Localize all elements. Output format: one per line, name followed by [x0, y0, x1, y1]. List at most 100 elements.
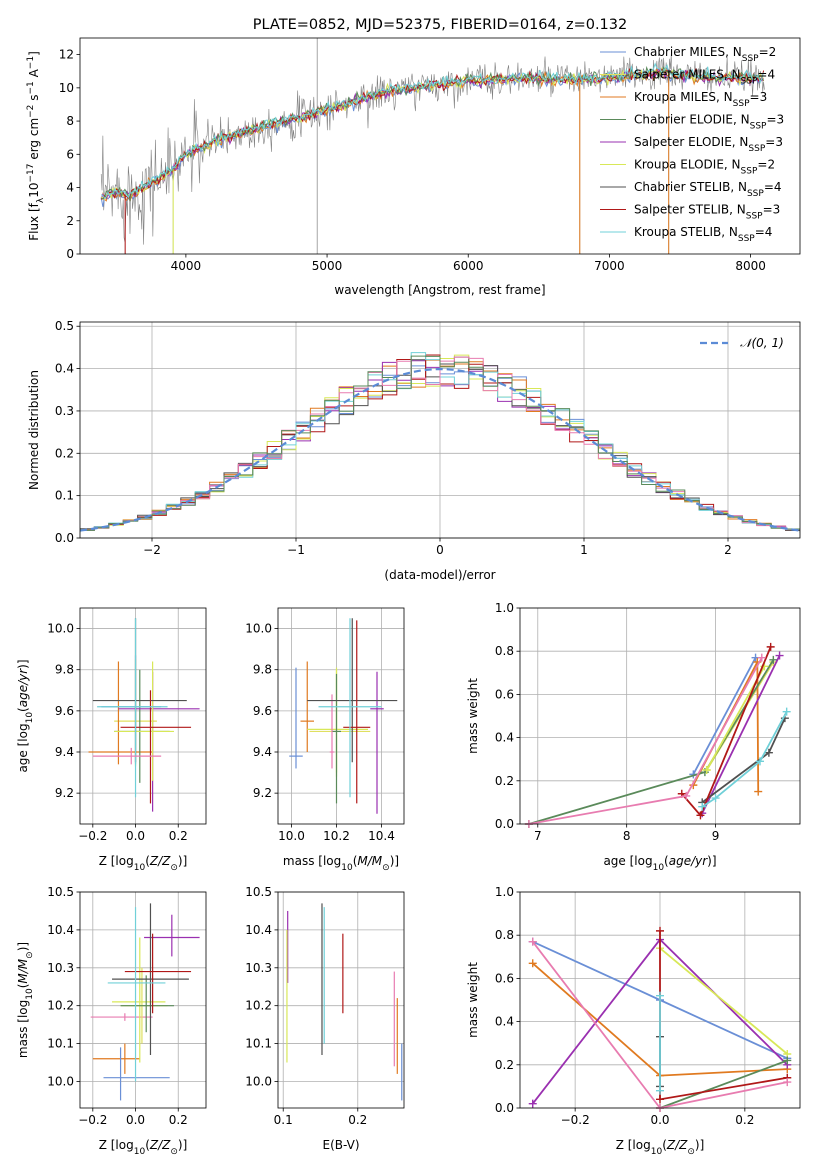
axes-weight_vs_Z: −0.2 0.0 0.2 0.0 0.2 0.4 0.6 0.8 1.0 — [495, 885, 801, 1127]
y-tick-label: 10 — [59, 81, 74, 95]
y-tick-label: 0.0 — [55, 531, 74, 545]
weight-marker — [756, 757, 764, 766]
y-tick-label: 0.2 — [55, 446, 74, 460]
axes-mass_vs_Z: −0.2 0.0 0.2 10.0 10.1 10.2 10.3 10.4 10.5 — [47, 885, 207, 1127]
y-axis-label: Normed distribution — [27, 370, 41, 490]
histogram-step — [80, 355, 800, 533]
y-tick-label: 10.2 — [245, 999, 272, 1013]
x-tick-label: 0.2 — [169, 829, 188, 843]
y-axis-label: Flux [fλ10−17 erg cm−2 s−1 A−1] — [26, 51, 46, 241]
x-tick-label: −0.2 — [561, 1113, 590, 1127]
y-tick-label: 10.3 — [245, 961, 272, 975]
y-tick-label: 0.0 — [495, 817, 514, 831]
weight-marker — [656, 1086, 664, 1095]
weight-marker — [696, 811, 705, 820]
x-tick-label: 2 — [724, 543, 732, 557]
x-tick-label: 10.0 — [278, 829, 305, 843]
y-tick-label: 9.2 — [253, 786, 272, 800]
weight-marker — [656, 1095, 664, 1104]
x-axis-label: Z [log10(Z/Z⊙)] — [99, 854, 188, 873]
x-tick-label: 1 — [580, 543, 588, 557]
y-tick-label: 9.6 — [55, 704, 74, 718]
legend-entry: Kroupa STELIB, NSSP=4 — [634, 225, 772, 244]
weight-line — [659, 947, 788, 1055]
axes-age_vs_mass: 10.0 10.2 10.4 9.2 9.4 9.6 9.8 10.0 — [245, 607, 405, 843]
y-tick-label: 0.4 — [495, 1015, 514, 1029]
x-tick-label: 0.1 — [274, 1113, 293, 1127]
legend-spectrum: Chabrier MILES, NSSP=2 Salpeter MILES, NS… — [600, 45, 784, 244]
y-tick-label: 0.2 — [495, 774, 514, 788]
weight-marker — [711, 794, 720, 803]
weight-line — [701, 655, 781, 814]
legend-entry: Salpeter ELODIE, NSSP=3 — [634, 135, 783, 154]
y-tick-label: 9.4 — [253, 745, 272, 759]
y-axis-label: mass [log10(M/M⊙)] — [16, 942, 35, 1058]
y-tick-label: 10.0 — [245, 1074, 272, 1088]
y-tick-label: 10.1 — [47, 1037, 74, 1051]
y-tick-label: 10.4 — [245, 923, 272, 937]
axes-frame — [79, 607, 207, 825]
weight-marker — [757, 653, 766, 662]
legend-entry: Kroupa ELODIE, NSSP=2 — [634, 158, 775, 177]
weight-marker — [783, 1078, 792, 1087]
x-tick-label: 7 — [534, 829, 542, 843]
x-axis-label: age [log10(age/yr)] — [603, 854, 716, 873]
x-tick-label: 0.0 — [650, 1113, 669, 1127]
weight-marker — [528, 959, 537, 968]
x-tick-label: −0.2 — [78, 829, 107, 843]
y-tick-label: 12 — [59, 48, 74, 62]
weight-line — [701, 711, 788, 808]
weight-line — [528, 657, 763, 824]
y-tick-label: 1.0 — [495, 601, 514, 615]
y-tick-label: 10.1 — [245, 1037, 272, 1051]
x-axis-label: mass [log10(M/M⊙)] — [283, 854, 399, 873]
model-line — [101, 68, 765, 200]
legend-entry: Chabrier STELIB, NSSP=4 — [634, 180, 782, 199]
y-tick-label: 10.0 — [47, 622, 74, 636]
y-tick-label: 0.1 — [55, 489, 74, 503]
y-tick-label: 1.0 — [495, 885, 514, 899]
x-axis-label: (data-model)/error — [384, 568, 495, 582]
axes-frame — [79, 321, 801, 539]
x-tick-label: 0.2 — [348, 1113, 367, 1127]
y-tick-label: 10.5 — [245, 885, 272, 899]
legend-entry: Chabrier ELODIE, NSSP=3 — [634, 113, 784, 132]
weight-marker — [656, 926, 664, 935]
axes-frame — [79, 37, 801, 255]
y-tick-label: 0.8 — [495, 644, 514, 658]
axes-frame — [277, 891, 405, 1109]
axes-frame — [79, 891, 207, 1109]
legend-entry: Kroupa MILES, NSSP=3 — [634, 90, 767, 109]
x-tick-label: −0.2 — [78, 1113, 107, 1127]
weight-marker — [656, 991, 664, 1000]
weight-marker — [528, 1099, 537, 1108]
weight-marker — [783, 1056, 792, 1065]
x-axis-label: Z [log10(Z/Z⊙)] — [616, 1138, 705, 1157]
x-tick-label: 8000 — [735, 259, 766, 273]
x-axis-label: wavelength [Angstrom, rest frame] — [334, 283, 545, 297]
x-tick-label: 4000 — [171, 259, 202, 273]
weight-marker — [698, 802, 707, 811]
y-tick-label: 9.2 — [55, 786, 74, 800]
y-tick-label: 2 — [66, 214, 74, 228]
weight-marker — [769, 655, 778, 664]
weight-marker — [766, 642, 775, 651]
x-tick-label: 8 — [623, 829, 631, 843]
y-tick-label: 0.6 — [495, 971, 514, 985]
y-tick-label: 10.0 — [47, 1074, 74, 1088]
y-tick-label: 9.8 — [253, 663, 272, 677]
x-tick-label: 7000 — [594, 259, 625, 273]
axes-spectrum: 4000 5000 6000 7000 8000 0 2 4 6 8 10 12 — [59, 37, 801, 273]
y-axis-label: mass weight — [466, 678, 480, 754]
legend-entry: Salpeter MILES, NSSP=4 — [634, 68, 775, 87]
axes-frame — [519, 891, 801, 1109]
weight-line — [692, 657, 757, 775]
y-tick-label: 10.0 — [245, 622, 272, 636]
x-tick-label: 6000 — [453, 259, 484, 273]
y-tick-label: 9.4 — [55, 745, 74, 759]
weight-marker — [754, 787, 763, 796]
spectrum-data-line — [100, 53, 765, 245]
weight-line — [659, 1059, 788, 1108]
weight-marker — [775, 651, 784, 660]
x-tick-label: 9 — [712, 829, 720, 843]
